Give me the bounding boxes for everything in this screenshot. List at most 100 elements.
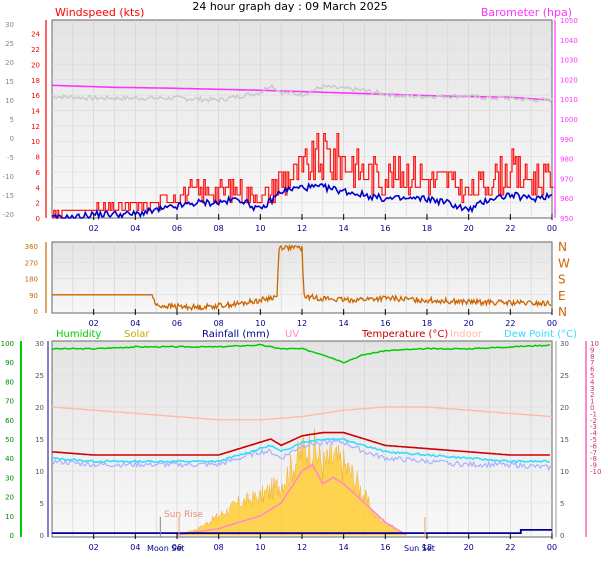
baro-tick-label: 1000 xyxy=(560,116,578,124)
temperature-tick-label: 0 xyxy=(40,532,44,540)
temperature-right-tick-label: 20 xyxy=(560,404,569,412)
wind-tick-label: 4 xyxy=(36,184,41,192)
wind-tick-label: 16 xyxy=(31,92,40,100)
uv-tick-label: -8 xyxy=(590,455,597,463)
temperature-tick-label: 30 xyxy=(35,340,44,348)
x-tick-label: 12 xyxy=(297,224,307,233)
wind-tick-label: 14 xyxy=(31,107,40,115)
humidity-tick-label: 40 xyxy=(5,455,14,463)
x-tick-label: 06 xyxy=(172,319,182,328)
baro-tick-label: 1040 xyxy=(560,37,578,45)
x-tick-label: 18 xyxy=(422,224,432,233)
wind-tick-label: 10 xyxy=(31,138,40,146)
humidity-line xyxy=(51,343,550,364)
uv-tick-label: 1 xyxy=(590,398,594,406)
humidity-tick-label: 60 xyxy=(5,417,14,425)
humidity-tick-label: 100 xyxy=(1,340,14,348)
x-tick-label: 20 xyxy=(464,319,474,328)
wind-tick-label: 24 xyxy=(31,31,40,39)
x-tick-label: 08 xyxy=(214,543,224,552)
x-tick-label: 10 xyxy=(255,319,265,328)
x-tick-label: 16 xyxy=(380,543,390,552)
x-tick-label: 16 xyxy=(380,224,390,233)
temperature-panel: Humidity Solar Rainfall (mm) UV Temperature … xyxy=(1,329,602,553)
uv-tick-label: -10 xyxy=(590,468,601,476)
compass-label: E xyxy=(558,289,566,303)
x-tick-label: 00 xyxy=(547,543,557,552)
temp-tick-label: -15 xyxy=(3,192,14,200)
uv-tick-label: 7 xyxy=(590,359,594,367)
solar-area xyxy=(176,428,407,536)
wind-tick-label: 22 xyxy=(31,46,40,54)
uv-tick-label: 4 xyxy=(590,378,595,386)
x-tick-label: 04 xyxy=(130,319,140,328)
temp-tick-label: 30 xyxy=(5,21,14,29)
direction-tick-label: 360 xyxy=(25,243,38,251)
uv-tick-label: -2 xyxy=(590,417,597,425)
temperature-tick-label: 10 xyxy=(35,468,44,476)
direction-tick-label: 270 xyxy=(25,259,38,267)
x-tick-label: 22 xyxy=(505,319,515,328)
wind-tick-label: 2 xyxy=(36,200,40,208)
uv-tick-label: -5 xyxy=(590,436,597,444)
x-tick-label: 14 xyxy=(339,543,349,552)
baro-tick-label: 990 xyxy=(560,136,573,144)
x-tick-label: 22 xyxy=(505,224,515,233)
legend-item: Temperature (°C) xyxy=(361,329,448,340)
baro-tick-label: 1050 xyxy=(560,17,578,25)
temp-tick-label: -10 xyxy=(3,173,14,181)
temperature-right-tick-label: 5 xyxy=(560,500,564,508)
baro-tick-label: 950 xyxy=(560,215,573,223)
wind-gust-line xyxy=(52,132,554,219)
x-tick-label: 04 xyxy=(130,543,140,552)
moon-set-label: Moon Set xyxy=(147,544,184,553)
humidity-tick-label: 90 xyxy=(5,359,14,367)
temperature-tick-label: 25 xyxy=(35,372,44,380)
uv-tick-label: -6 xyxy=(590,442,598,450)
x-tick-label: 16 xyxy=(380,319,390,328)
uv-tick-label: 9 xyxy=(590,346,594,354)
x-tick-label: 20 xyxy=(464,543,474,552)
humidity-tick-label: 80 xyxy=(5,378,14,386)
temp-tick-label: 20 xyxy=(5,59,14,67)
x-tick-label: 10 xyxy=(255,224,265,233)
barometer-axis-label: Barometer (hpa) xyxy=(481,6,572,19)
x-tick-label: 00 xyxy=(547,224,557,233)
wind-tick-label: 20 xyxy=(31,61,40,69)
wind-direction-line xyxy=(52,243,552,312)
temp-tick-label: 15 xyxy=(5,78,14,86)
uv-tick-label: -4 xyxy=(590,430,598,438)
uv-tick-label: 10 xyxy=(590,340,599,348)
uv-tick-label: -7 xyxy=(590,449,597,457)
x-tick-label: 12 xyxy=(297,543,307,552)
uv-tick-label: 2 xyxy=(590,391,594,399)
x-tick-label: 08 xyxy=(214,224,224,233)
temp-tick-label: -20 xyxy=(3,211,14,219)
x-tick-label: 02 xyxy=(89,543,99,552)
indoor-temperature-line xyxy=(51,406,553,421)
humidity-tick-label: 0 xyxy=(10,532,14,540)
temp-tick-label: 5 xyxy=(10,116,14,124)
temp-tick-label: 25 xyxy=(5,40,14,48)
uv-tick-label: 5 xyxy=(590,372,594,380)
uv-tick-label: -9 xyxy=(590,462,597,470)
legend-item: UV xyxy=(285,329,299,340)
direction-tick-label: 90 xyxy=(29,292,38,300)
temperature-right-tick-label: 30 xyxy=(560,340,569,348)
baro-tick-label: 1020 xyxy=(560,76,578,84)
sun-rise-label: Sun Rise xyxy=(164,510,203,520)
baro-tick-label: 960 xyxy=(560,195,573,203)
legend-item: Dew Point (°C) xyxy=(504,329,577,340)
temp-tick-label: 0 xyxy=(10,135,14,143)
legend-item: Humidity xyxy=(56,329,101,340)
x-tick-label: 00 xyxy=(547,319,557,328)
baro-tick-label: 980 xyxy=(560,156,573,164)
temperature-right-tick-label: 25 xyxy=(560,372,569,380)
x-tick-label: 06 xyxy=(172,543,182,552)
uv-tick-label: 0 xyxy=(590,404,594,412)
temperature-tick-label: 20 xyxy=(35,404,44,412)
uv-tick-label: -3 xyxy=(590,423,597,431)
wind-tick-label: 18 xyxy=(31,77,40,85)
